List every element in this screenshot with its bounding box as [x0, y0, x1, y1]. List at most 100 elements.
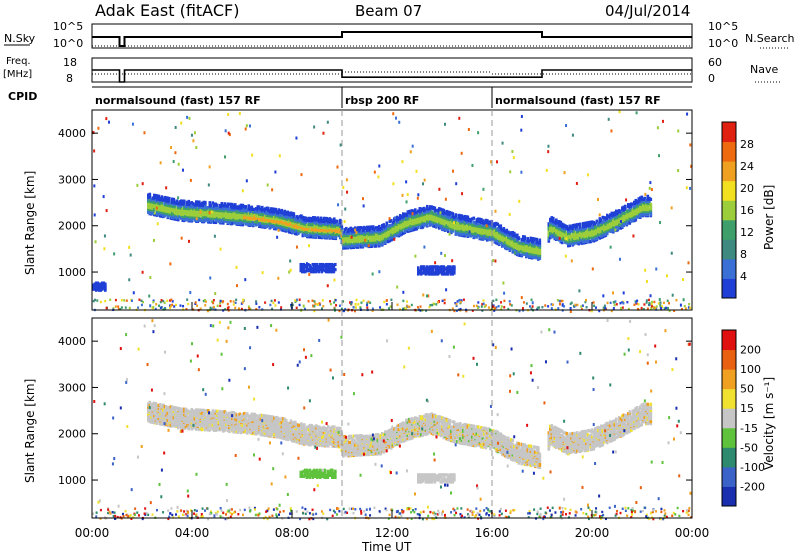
- power-cell: [348, 231, 351, 236]
- power-point: [485, 224, 488, 228]
- power-cell: [159, 204, 162, 208]
- power-cell: [271, 207, 275, 211]
- power-cell: [292, 215, 296, 219]
- power-cell: [409, 227, 413, 232]
- power-cell: [244, 218, 248, 222]
- power-cell: [243, 204, 246, 209]
- power-cell: [481, 221, 485, 225]
- power-cell: [538, 248, 542, 252]
- power-cell: [447, 215, 450, 219]
- power-cell: [448, 213, 452, 217]
- power-cell: [201, 208, 204, 213]
- power-cell: [222, 206, 225, 210]
- power-cell: [439, 213, 443, 217]
- power-cell: [211, 219, 215, 223]
- power-cell: [388, 236, 392, 240]
- power-point: [423, 178, 426, 182]
- power-cell: [558, 238, 561, 242]
- power-cell: [409, 211, 413, 215]
- power-cell: [247, 204, 251, 208]
- power-cell: [427, 207, 431, 211]
- power-cell: [165, 196, 168, 200]
- power-cell: [331, 236, 335, 240]
- power-cell: [357, 245, 360, 249]
- power-cell: [259, 225, 263, 229]
- power-cell: [502, 237, 506, 241]
- power-cell: [550, 221, 554, 225]
- power-point: [480, 197, 483, 201]
- power-point: [153, 211, 156, 215]
- power-cell: [319, 235, 323, 240]
- power-cell: [195, 209, 198, 213]
- power-cell: [321, 233, 324, 238]
- power-cell: [483, 229, 486, 233]
- power-cell: [231, 202, 234, 207]
- power-point: [415, 169, 418, 173]
- power-point: [107, 120, 110, 124]
- power-cell: [537, 250, 540, 254]
- power-cell: [181, 207, 185, 211]
- power-cell: [295, 220, 299, 224]
- power-cell: [217, 212, 221, 217]
- power-cell: [160, 195, 164, 199]
- power-cell: [519, 245, 522, 249]
- power-cell: [424, 208, 428, 212]
- power-cell: [492, 236, 495, 240]
- power-cell: [348, 227, 351, 231]
- power-cell: [241, 203, 245, 207]
- power-cell: [549, 217, 552, 221]
- power-cell: [414, 223, 417, 227]
- power-cell: [246, 222, 249, 226]
- power-point: [94, 240, 97, 244]
- power-cell: [477, 226, 480, 230]
- power-cell: [501, 230, 504, 234]
- power-cell: [394, 222, 398, 226]
- power-point: [406, 193, 409, 197]
- power-cell: [193, 218, 197, 222]
- power-cell: [273, 218, 276, 223]
- power-cell: [310, 235, 314, 239]
- power-cell: [351, 229, 354, 233]
- power-point: [563, 171, 566, 175]
- power-cell: [303, 218, 306, 222]
- power-cell: [477, 230, 480, 234]
- power-cell: [196, 203, 200, 207]
- power-cell: [324, 235, 327, 239]
- power-cell: [417, 213, 420, 217]
- power-point: [502, 281, 505, 285]
- power-cell: [339, 230, 342, 234]
- power-cell: [454, 220, 458, 224]
- power-cell: [232, 211, 236, 215]
- power-cell: [160, 203, 164, 207]
- power-cell: [301, 215, 305, 219]
- power-cell: [549, 231, 552, 236]
- power-cell: [505, 232, 509, 236]
- power-cell: [325, 225, 329, 229]
- power-cell: [447, 221, 450, 225]
- power-cell: [274, 223, 278, 227]
- power-cell: [528, 251, 531, 255]
- power-cell: [487, 234, 491, 238]
- power-cell: [238, 206, 242, 210]
- power-cell: [292, 230, 296, 234]
- power-cell: [453, 215, 456, 219]
- power-cell: [418, 207, 422, 211]
- power-cell: [325, 218, 329, 223]
- power-cell: [529, 254, 533, 259]
- power-cell: [568, 238, 572, 242]
- power-cell: [235, 209, 239, 213]
- power-cell: [277, 208, 281, 212]
- power-cell: [258, 205, 261, 209]
- power-cell: [480, 228, 483, 232]
- power-cell: [303, 222, 306, 226]
- power-point: [575, 181, 578, 185]
- power-point: [188, 239, 191, 243]
- power-cell: [505, 246, 509, 250]
- power-cell: [310, 223, 314, 227]
- power-cell: [229, 211, 233, 216]
- power-cell: [453, 224, 456, 229]
- freq-tick-top: 18: [63, 56, 77, 69]
- power-cell: [360, 226, 363, 230]
- power-cell: [229, 207, 233, 212]
- power-point: [227, 112, 230, 116]
